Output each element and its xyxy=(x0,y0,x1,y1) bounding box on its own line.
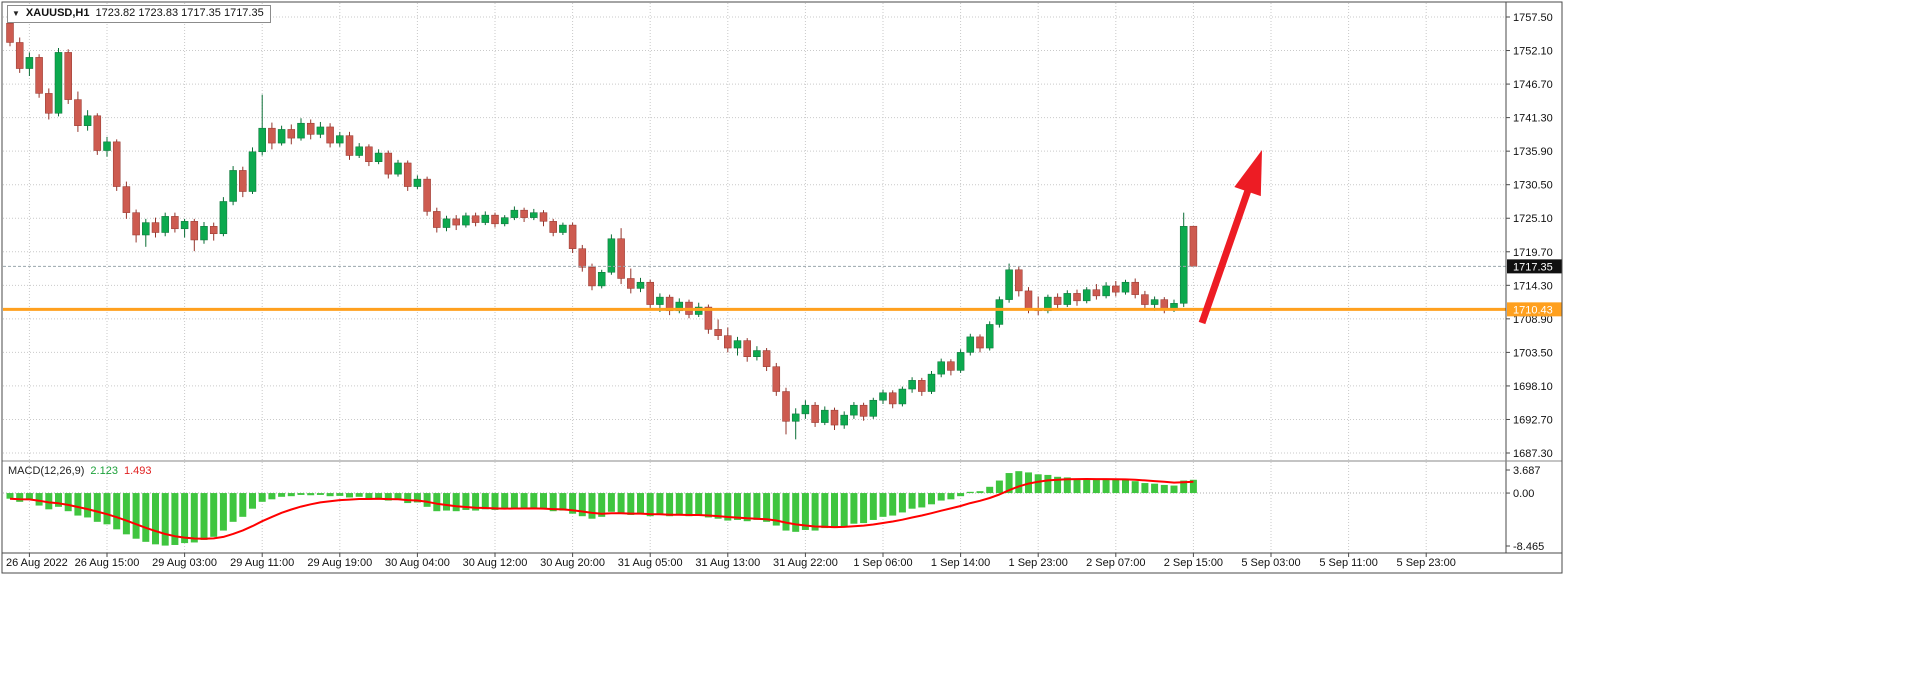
svg-text:1714.30: 1714.30 xyxy=(1513,280,1553,292)
chevron-down-icon[interactable]: ▼ xyxy=(12,9,20,18)
svg-text:1 Sep 06:00: 1 Sep 06:00 xyxy=(853,557,912,569)
trend-arrow[interactable] xyxy=(1198,150,1262,325)
svg-text:1687.30: 1687.30 xyxy=(1513,448,1553,460)
svg-text:1719.70: 1719.70 xyxy=(1513,247,1553,259)
price-badge: 1717.35 xyxy=(1507,259,1562,274)
svg-text:1730.50: 1730.50 xyxy=(1513,180,1553,192)
svg-text:29 Aug 03:00: 29 Aug 03:00 xyxy=(152,557,217,569)
svg-text:1 Sep 23:00: 1 Sep 23:00 xyxy=(1009,557,1068,569)
svg-text:30 Aug 20:00: 30 Aug 20:00 xyxy=(540,557,605,569)
price-axis: 1757.50 1752.10 1746.70 1741.30 1735.90 1730.… xyxy=(1506,12,1553,460)
svg-text:1746.70: 1746.70 xyxy=(1513,79,1553,91)
svg-text:1692.70: 1692.70 xyxy=(1513,414,1553,426)
svg-text:30 Aug 12:00: 30 Aug 12:00 xyxy=(463,557,528,569)
support-price-badge: 1710.43 xyxy=(1507,302,1562,317)
svg-text:5 Sep 03:00: 5 Sep 03:00 xyxy=(1241,557,1300,569)
time-axis: 26 Aug 2022 26 Aug 15:00 29 Aug 03:00 29 Au… xyxy=(6,553,1456,569)
svg-text:31 Aug 13:00: 31 Aug 13:00 xyxy=(695,557,760,569)
macd-histogram xyxy=(6,471,1197,546)
svg-text:29 Aug 11:00: 29 Aug 11:00 xyxy=(230,557,294,569)
svg-text:1735.90: 1735.90 xyxy=(1513,146,1553,158)
svg-text:1725.10: 1725.10 xyxy=(1513,213,1553,225)
axes-frame xyxy=(2,2,1562,554)
macd-indicator-label: MACD(12,26,9) 2.123 1.493 xyxy=(8,465,151,477)
ohlc-values: 1723.82 1723.83 1717.35 1717.35 xyxy=(95,7,264,19)
svg-text:5 Sep 23:00: 5 Sep 23:00 xyxy=(1397,557,1456,569)
svg-text:1752.10: 1752.10 xyxy=(1513,46,1553,58)
svg-text:2 Sep 15:00: 2 Sep 15:00 xyxy=(1164,557,1223,569)
chart-svg[interactable]: 1757.50 1752.10 1746.70 1741.30 1735.90 1730.… xyxy=(0,0,1565,575)
candles-layer xyxy=(6,17,1198,440)
macd-axis: 3.687 0.00 -8.465 xyxy=(1506,465,1544,553)
svg-text:1741.30: 1741.30 xyxy=(1513,113,1553,125)
svg-text:1710.43: 1710.43 xyxy=(1513,304,1553,316)
svg-text:1708.90: 1708.90 xyxy=(1513,314,1553,326)
macd-signal-value: 1.493 xyxy=(123,465,152,477)
svg-text:31 Aug 05:00: 31 Aug 05:00 xyxy=(618,557,683,569)
window-border xyxy=(1,1,1563,574)
svg-text:30 Aug 04:00: 30 Aug 04:00 xyxy=(385,557,450,569)
symbol-title: XAUUSD,H1 xyxy=(25,7,90,19)
svg-text:0.00: 0.00 xyxy=(1513,488,1534,500)
svg-text:31 Aug 22:00: 31 Aug 22:00 xyxy=(773,557,838,569)
grid-layer xyxy=(3,3,1506,553)
macd-signal-line xyxy=(9,478,1194,540)
svg-text:26 Aug 2022: 26 Aug 2022 xyxy=(6,557,68,569)
svg-text:3.687: 3.687 xyxy=(1513,465,1541,477)
svg-text:29 Aug 19:00: 29 Aug 19:00 xyxy=(307,557,372,569)
macd-name: MACD(12,26,9) xyxy=(8,465,85,477)
svg-text:-8.465: -8.465 xyxy=(1513,541,1544,553)
svg-text:5 Sep 11:00: 5 Sep 11:00 xyxy=(1319,557,1378,569)
svg-text:1698.10: 1698.10 xyxy=(1513,381,1553,393)
macd-main-value: 2.123 xyxy=(90,465,118,477)
svg-text:1703.50: 1703.50 xyxy=(1513,347,1553,359)
svg-text:1757.50: 1757.50 xyxy=(1513,12,1553,24)
svg-text:26 Aug 15:00: 26 Aug 15:00 xyxy=(75,557,140,569)
chart-window: 1757.50 1752.10 1746.70 1741.30 1735.90 1730.… xyxy=(0,0,1565,575)
symbol-info-box[interactable]: ▼ XAUUSD,H1 1723.82 1723.83 1717.35 1717… xyxy=(7,5,271,23)
svg-text:1 Sep 14:00: 1 Sep 14:00 xyxy=(931,557,990,569)
svg-text:1717.35: 1717.35 xyxy=(1513,261,1553,273)
svg-text:2 Sep 07:00: 2 Sep 07:00 xyxy=(1086,557,1145,569)
